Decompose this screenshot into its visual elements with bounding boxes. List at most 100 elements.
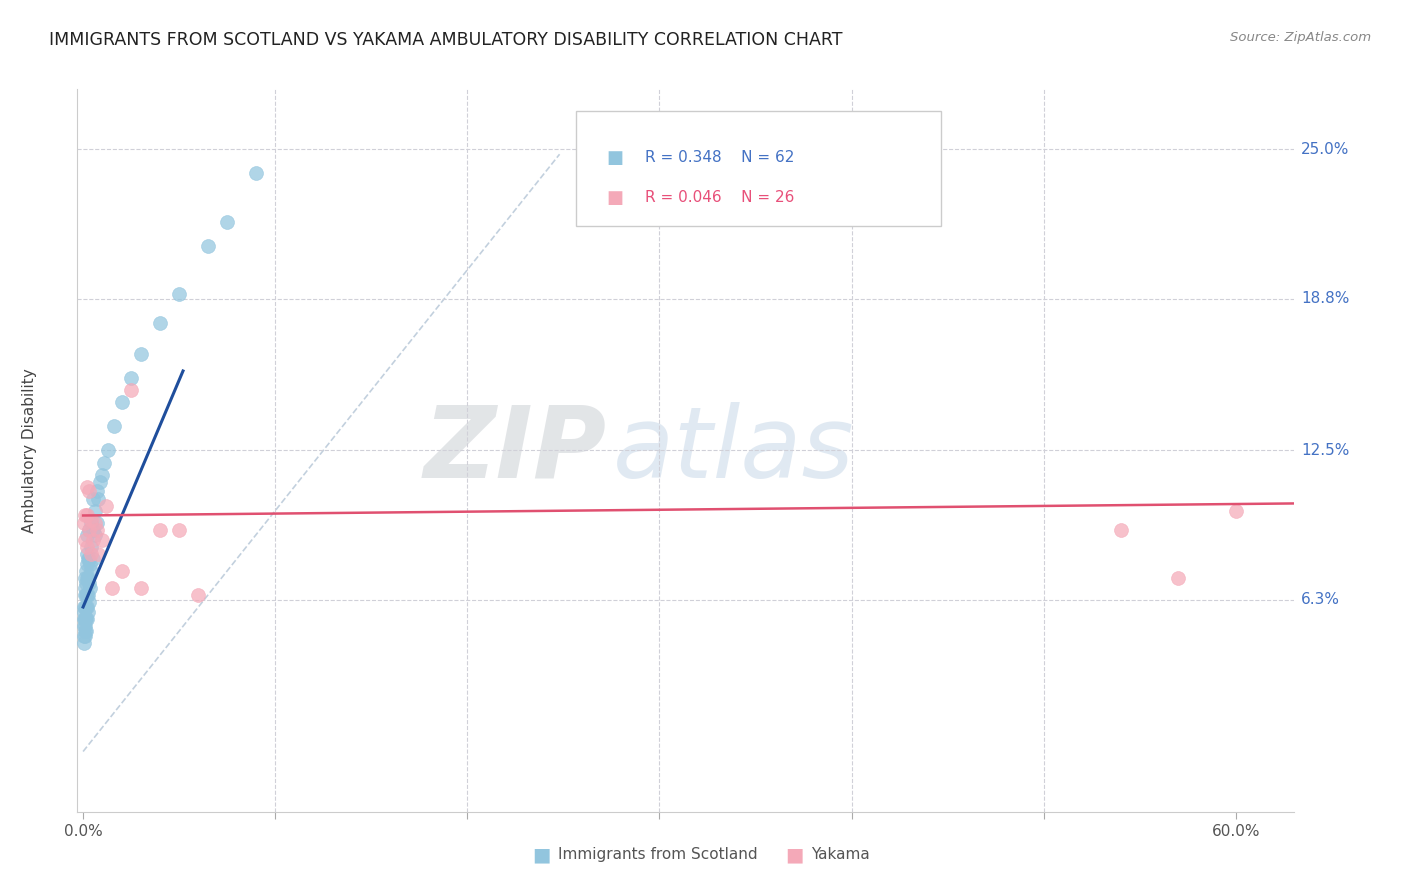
Point [1225,503,1247,517]
Point [73,612,96,626]
Point [82,491,104,506]
Point [1167,571,1189,585]
Point [73,605,96,619]
FancyBboxPatch shape [576,111,941,227]
Point [76,528,98,542]
Point [73,581,96,595]
Point [187,588,209,602]
Point [73,619,96,633]
Text: ■: ■ [606,149,623,167]
Point [79,557,101,571]
Point [89,475,111,489]
Point [80,564,103,578]
Point [86,484,108,499]
Point [77,576,100,591]
Point [77,523,100,537]
Point [77,523,100,537]
Point [110,564,132,578]
Point [75,564,97,578]
Point [101,581,124,595]
Point [73,600,96,615]
Point [120,371,142,385]
Point [75,576,97,591]
Point [77,605,100,619]
Point [80,540,103,554]
Point [167,287,190,301]
Point [76,540,98,554]
Text: ■: ■ [606,188,623,207]
Point [83,516,105,530]
Text: 6.3%: 6.3% [1301,592,1340,607]
Point [73,612,96,626]
Text: ■: ■ [785,845,804,864]
Text: 25.0%: 25.0% [1301,142,1350,157]
Point [82,533,104,547]
Point [80,516,103,530]
Point [76,571,98,585]
Point [77,588,100,602]
Point [75,624,97,639]
Point [87,547,110,561]
Point [82,523,104,537]
Point [77,551,100,566]
Point [149,316,172,330]
Point [91,533,114,547]
Point [73,612,96,626]
Text: Immigrants from Scotland: Immigrants from Scotland [558,847,758,862]
Point [149,523,172,537]
Point [167,523,190,537]
Point [75,588,97,602]
Point [129,581,152,595]
Point [73,588,96,602]
Point [217,214,239,228]
Point [94,499,117,513]
Text: atlas: atlas [613,402,853,499]
Text: ZIP: ZIP [423,402,606,499]
Point [77,571,100,585]
Point [73,636,96,650]
Text: Ambulatory Disability: Ambulatory Disability [22,368,37,533]
Text: R = 0.348    N = 62: R = 0.348 N = 62 [645,151,794,165]
Point [76,557,98,571]
Point [73,624,96,639]
Point [129,347,152,361]
Point [76,612,98,626]
Text: 12.5%: 12.5% [1301,443,1350,458]
Point [87,491,110,506]
Point [73,600,96,615]
Text: ■: ■ [531,845,551,864]
Point [97,443,120,458]
Point [103,419,125,434]
Point [120,384,142,398]
Point [80,513,103,527]
Point [76,600,98,615]
Text: Source: ZipAtlas.com: Source: ZipAtlas.com [1230,31,1371,45]
Point [86,523,108,537]
Point [1109,523,1132,537]
Point [80,547,103,561]
Point [110,395,132,409]
Point [76,588,98,602]
Point [77,595,100,609]
Point [77,551,100,566]
Point [76,547,98,561]
Point [93,456,115,470]
Point [82,551,104,566]
Point [73,619,96,633]
Text: R = 0.046    N = 26: R = 0.046 N = 26 [645,190,794,205]
Point [76,508,98,523]
Point [76,480,98,494]
Text: 18.8%: 18.8% [1301,291,1350,306]
Text: Yakama: Yakama [811,847,870,862]
Point [75,600,97,615]
Point [197,238,219,253]
Point [86,516,108,530]
Point [75,612,97,626]
Point [91,467,114,482]
Point [73,533,96,547]
Point [245,166,267,180]
Point [79,581,101,595]
Text: IMMIGRANTS FROM SCOTLAND VS YAKAMA AMBULATORY DISABILITY CORRELATION CHART: IMMIGRANTS FROM SCOTLAND VS YAKAMA AMBUL… [49,31,842,49]
Point [83,528,105,542]
Point [73,571,96,585]
